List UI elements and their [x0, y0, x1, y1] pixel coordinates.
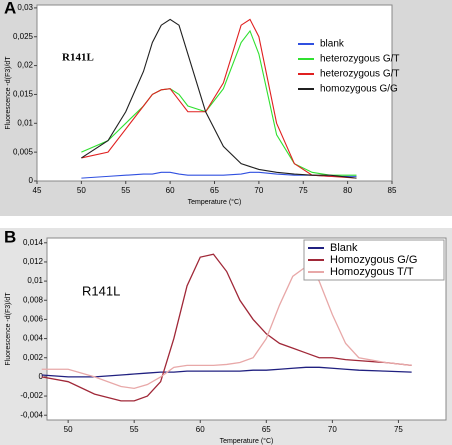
- x-tick-label: 80: [343, 186, 352, 195]
- y-tick-label: 0,012: [23, 257, 44, 266]
- y-tick-label: -0,004: [20, 410, 43, 419]
- y-tick-label: 0,03: [17, 3, 33, 12]
- x-tick-label: 65: [262, 425, 271, 434]
- legend-label: homozygous G/G: [320, 84, 398, 95]
- x-tick-label: 85: [388, 186, 397, 195]
- y-tick-label: 0,01: [17, 118, 33, 127]
- legend-label: Blank: [330, 242, 358, 254]
- x-tick-label: 55: [121, 186, 130, 195]
- legend-label: Homozygous G/G: [330, 254, 417, 266]
- x-tick-label: 70: [254, 186, 263, 195]
- y-tick-label: 0,025: [13, 32, 34, 41]
- y-tick-label: 0,02: [17, 61, 33, 70]
- series-line: [81, 18, 357, 179]
- y-tick-label: 0,008: [23, 295, 44, 304]
- x-axis-label: Temperature (°C): [220, 437, 274, 445]
- x-tick-label: 75: [394, 425, 403, 434]
- y-tick-label: 0: [39, 372, 44, 381]
- legend-label: blank: [320, 39, 345, 50]
- y-tick-label: 0,01: [27, 276, 43, 285]
- y-tick-label: 0,014: [23, 238, 44, 247]
- y-tick-label: 0,002: [23, 353, 44, 362]
- annotation: R141L: [62, 52, 94, 64]
- y-tick-label: 0,004: [23, 334, 44, 343]
- annotation: R141L: [82, 283, 120, 298]
- panel-label: A: [4, 0, 16, 17]
- legend-label: Homozygous T/T: [330, 266, 414, 278]
- series-line: [41, 265, 412, 390]
- y-axis-label: Fluorescence -d(F3)/dT: [5, 56, 12, 130]
- x-tick-label: 70: [328, 425, 337, 434]
- panel-label: B: [4, 227, 16, 246]
- y-tick-label: 0,006: [23, 315, 44, 324]
- y-tick-label: 0,005: [13, 147, 34, 156]
- series-line: [81, 171, 357, 179]
- legend-box: [303, 239, 445, 281]
- series-line: [41, 253, 412, 402]
- series-line: [41, 366, 412, 378]
- x-tick-label: 55: [130, 425, 139, 434]
- y-tick-label: 0,015: [13, 90, 34, 99]
- x-tick-label: 60: [166, 186, 175, 195]
- x-axis-label: Temperature (°C): [188, 198, 242, 206]
- x-tick-label: 50: [64, 425, 73, 434]
- x-tick-label: 50: [77, 186, 86, 195]
- plot-area: [36, 4, 393, 182]
- y-tick-label: 0: [29, 176, 34, 185]
- x-tick-label: 60: [196, 425, 205, 434]
- x-tick-label: 65: [210, 186, 219, 195]
- legend-label: heterozygous G/T: [320, 54, 399, 65]
- legend-label: heterozygous G/T: [320, 69, 399, 80]
- y-axis-label: Fluorescence -d(F3)/dT: [5, 292, 12, 366]
- x-tick-label: 45: [33, 186, 42, 195]
- y-tick-label: -0,002: [20, 391, 43, 400]
- x-tick-label: 75: [299, 186, 308, 195]
